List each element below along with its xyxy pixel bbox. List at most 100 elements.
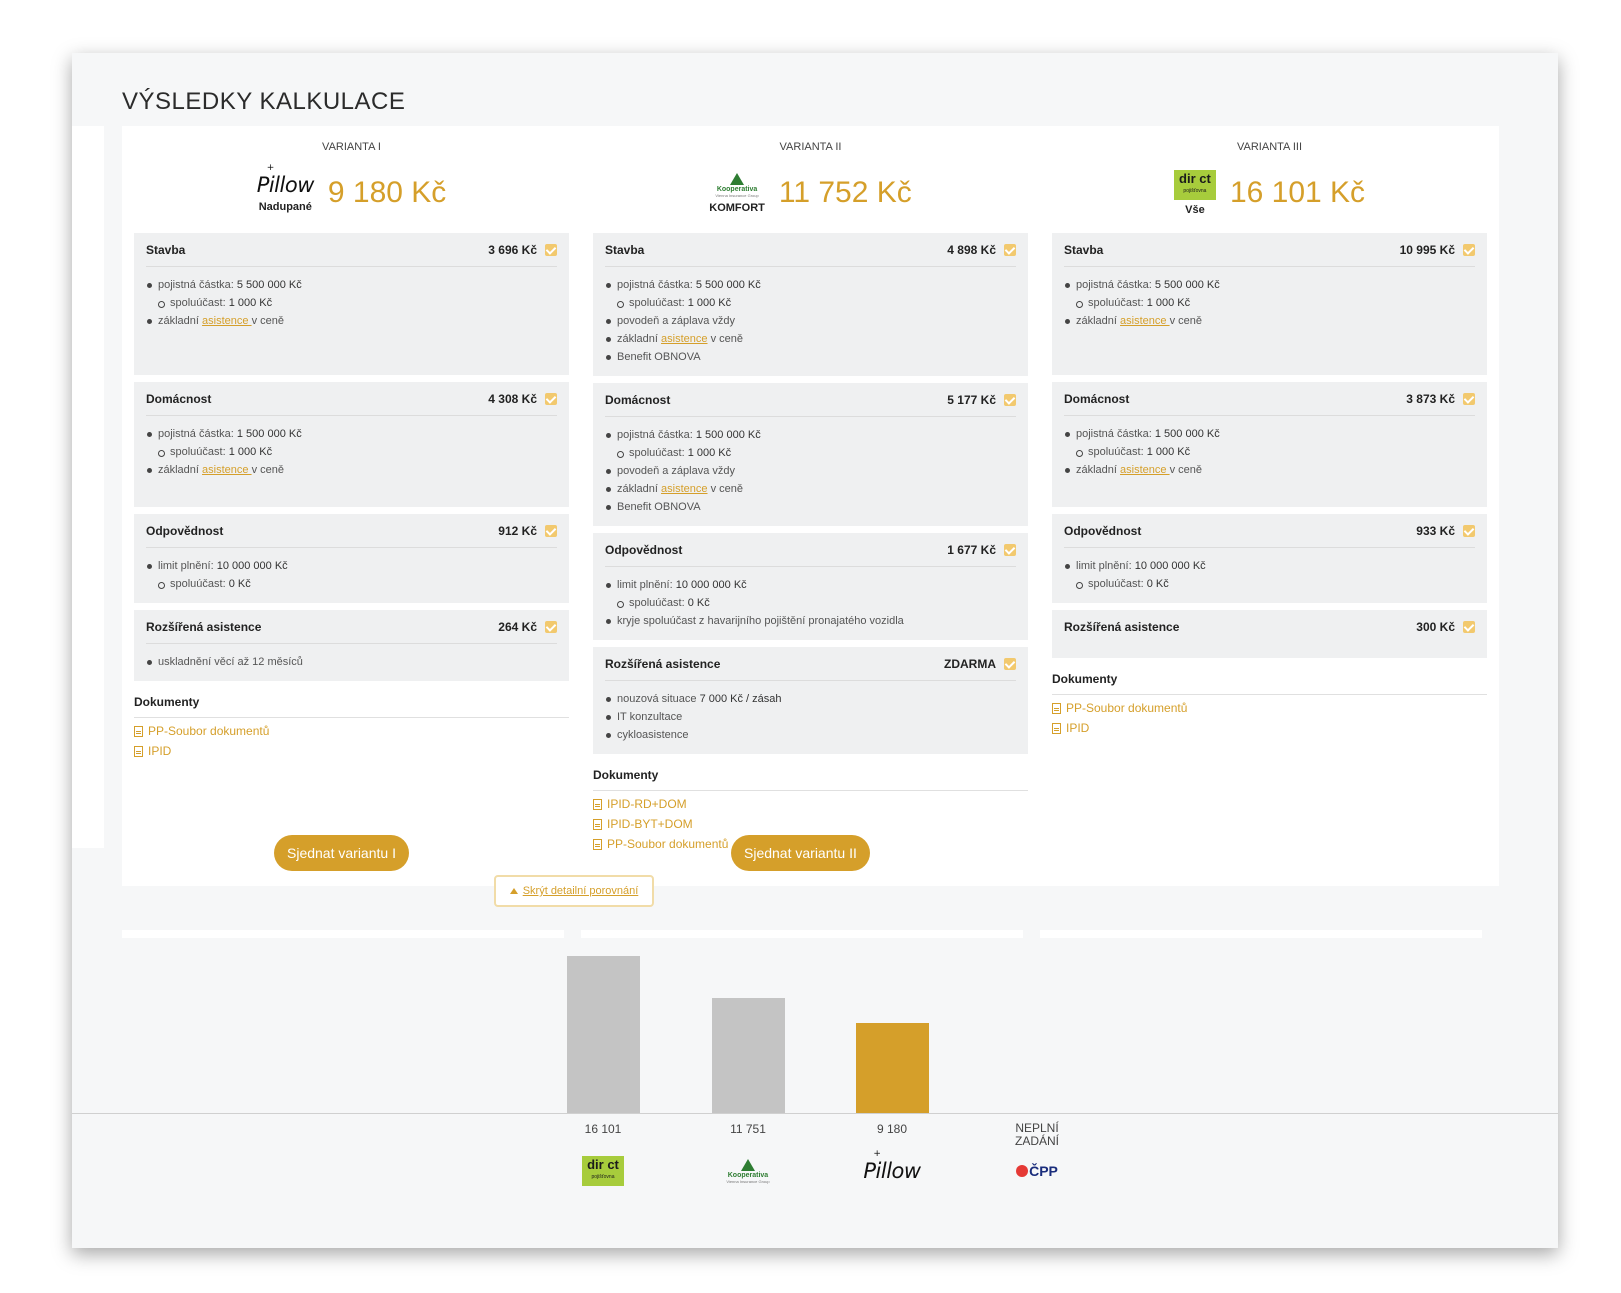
chart-value-label: 9 180 xyxy=(876,1122,908,1136)
variant-label: VARIANTA I xyxy=(322,141,381,153)
documents-title: Dokumenty xyxy=(593,768,1028,791)
document-name: IPID-RD+DOM xyxy=(607,797,687,811)
section-checkbox[interactable] xyxy=(1004,394,1016,406)
documents-title: Dokumenty xyxy=(134,695,569,718)
chart-value-label: 16 101 xyxy=(584,1122,622,1136)
document-icon xyxy=(134,725,143,737)
variant-label: VARIANTA II xyxy=(779,141,842,153)
section-checkbox[interactable] xyxy=(1004,544,1016,556)
section-price: ZDARMA xyxy=(944,657,996,671)
section-checkbox[interactable] xyxy=(1463,525,1475,537)
chart-value-label: NEPLNÍ ZADÁNÍ xyxy=(1014,1121,1059,1148)
assistance-link[interactable]: asistence xyxy=(661,333,708,345)
document-link[interactable]: IPID xyxy=(134,744,569,758)
card-strip xyxy=(122,930,564,938)
item-text: limit plnění: xyxy=(617,579,676,591)
section-title: Odpovědnost xyxy=(605,543,683,557)
section-checkbox[interactable] xyxy=(1463,621,1475,633)
assistance-link[interactable]: asistence xyxy=(202,315,252,327)
item-text: základní xyxy=(617,483,662,495)
item-value: 1 000 Kč xyxy=(1146,446,1191,458)
coverage-item: základní asistence v ceně xyxy=(1064,312,1475,330)
coverage-list: pojistná částka: 5 500 000 Kč spoluúčast:… xyxy=(146,276,557,330)
coverage-section: Stavba 10 995 Kč pojistná částka: 5 500 00… xyxy=(1052,233,1487,375)
coverage-section: Domácnost 3 873 Kč pojistná částka: 1 500 … xyxy=(1052,382,1487,507)
section-checkbox[interactable] xyxy=(545,525,557,537)
item-value: 1 500 000 Kč xyxy=(695,429,761,441)
coverage-sections: Stavba 10 995 Kč pojistná částka: 5 500 00… xyxy=(1052,233,1487,658)
coverage-item: spoluúčast: 0 Kč xyxy=(1064,575,1475,593)
item-text: v ceně xyxy=(251,315,284,327)
coverage-sections: Stavba 4 898 Kč pojistná částka: 5 500 000… xyxy=(593,233,1028,754)
coverage-item: nouzová situace 7 000 Kč / zásah xyxy=(605,690,1016,708)
item-text: pojistná částka: xyxy=(617,429,696,441)
insurer-block: Pillow Nadupané xyxy=(257,163,315,213)
document-link[interactable]: IPID xyxy=(1052,721,1487,735)
item-text: kryje spoluúčast z havarijního pojištění… xyxy=(617,615,904,627)
section-checkbox[interactable] xyxy=(545,244,557,256)
coverage-item: Benefit OBNOVA xyxy=(605,348,1016,366)
section-header: Rozšířená asistence 300 Kč xyxy=(1064,620,1475,648)
document-link[interactable]: IPID-BYT+DOM xyxy=(593,817,1028,831)
kooperativa-logo-text: Kooperativa xyxy=(727,1171,769,1179)
kooperativa-mark-icon xyxy=(740,1158,755,1171)
coverage-section: Odpovědnost 912 Kč limit plnění: 10 000 00… xyxy=(134,514,569,603)
documents-title: Dokumenty xyxy=(1052,672,1487,695)
coverage-section: Rozšířená asistence 300 Kč xyxy=(1052,610,1487,658)
direct-logo-text: dir ct xyxy=(1179,171,1211,186)
coverage-item: základní asistence v ceně xyxy=(605,330,1016,348)
item-text: základní xyxy=(158,315,203,327)
section-title: Domácnost xyxy=(605,393,671,407)
order-variant-1-button[interactable]: Sjednat variantu I xyxy=(274,835,409,871)
section-price: 5 177 Kč xyxy=(947,393,996,407)
item-text: spoluúčast: xyxy=(170,578,229,590)
item-value: 0 Kč xyxy=(687,597,710,609)
document-icon xyxy=(593,798,602,810)
hide-comparison-toggle[interactable]: Skrýt detailní porovnání xyxy=(494,875,654,907)
insurer-block: Kooperativa Vienna Insurance Group KOMFORT xyxy=(709,172,765,214)
document-name: PP-Soubor dokumentů xyxy=(1066,701,1188,715)
assistance-link[interactable]: asistence xyxy=(661,483,708,495)
assistance-link[interactable]: asistence xyxy=(202,464,252,476)
item-text: spoluúčast: xyxy=(170,446,229,458)
document-name: IPID xyxy=(1066,721,1090,735)
kooperativa-logo: Kooperativa Vienna Insurance Group xyxy=(715,172,759,198)
coverage-sections: Stavba 3 696 Kč pojistná částka: 5 500 000… xyxy=(134,233,569,681)
section-header: Odpovědnost 1 677 Kč xyxy=(605,543,1016,567)
document-link[interactable]: PP-Soubor dokumentů xyxy=(1052,701,1487,715)
section-checkbox[interactable] xyxy=(545,621,557,633)
document-icon xyxy=(593,838,602,850)
coverage-list: limit plnění: 10 000 000 Kč spoluúčast: 0… xyxy=(1064,557,1475,593)
section-price: 933 Kč xyxy=(1416,524,1455,538)
item-value: 1 500 000 Kč xyxy=(1154,428,1220,440)
item-text: IT konzultace xyxy=(617,711,683,723)
item-text: spoluúčast: xyxy=(1088,578,1147,590)
document-link[interactable]: IPID-RD+DOM xyxy=(593,797,1028,811)
chart-logo: ČPP xyxy=(987,1153,1087,1189)
coverage-section: Odpovědnost 933 Kč limit plnění: 10 000 00… xyxy=(1052,514,1487,603)
direct-logo-sub: pojišťovna xyxy=(591,1174,615,1180)
coverage-item: pojistná částka: 5 500 000 Kč xyxy=(146,276,557,294)
item-value: 1 000 Kč xyxy=(228,297,273,309)
section-checkbox[interactable] xyxy=(1463,393,1475,405)
item-text: pojistná částka: xyxy=(158,279,237,291)
section-checkbox[interactable] xyxy=(1004,658,1016,670)
document-link[interactable]: PP-Soubor dokumentů xyxy=(134,724,569,738)
order-variant-2-button[interactable]: Sjednat variantu II xyxy=(731,835,870,871)
section-checkbox[interactable] xyxy=(545,393,557,405)
coverage-item: základní asistence v ceně xyxy=(146,312,557,330)
plan-name: KOMFORT xyxy=(709,201,765,214)
section-checkbox[interactable] xyxy=(1463,244,1475,256)
document-name: IPID xyxy=(148,744,172,758)
item-text: základní xyxy=(1076,464,1121,476)
item-value: 1 500 000 Kč xyxy=(236,428,302,440)
kooperativa-logo-sub: Vienna Insurance Group xyxy=(715,192,759,198)
section-title: Domácnost xyxy=(1064,392,1130,406)
assistance-link[interactable]: asistence xyxy=(1120,315,1170,327)
section-header: Rozšířená asistence 264 Kč xyxy=(146,620,557,644)
variant-price: 11 752 Kč xyxy=(778,176,912,209)
document-link[interactable]: PP-Soubor dokumentů xyxy=(593,837,1028,851)
section-checkbox[interactable] xyxy=(1004,244,1016,256)
assistance-link[interactable]: asistence xyxy=(1120,464,1170,476)
section-title: Domácnost xyxy=(146,392,212,406)
